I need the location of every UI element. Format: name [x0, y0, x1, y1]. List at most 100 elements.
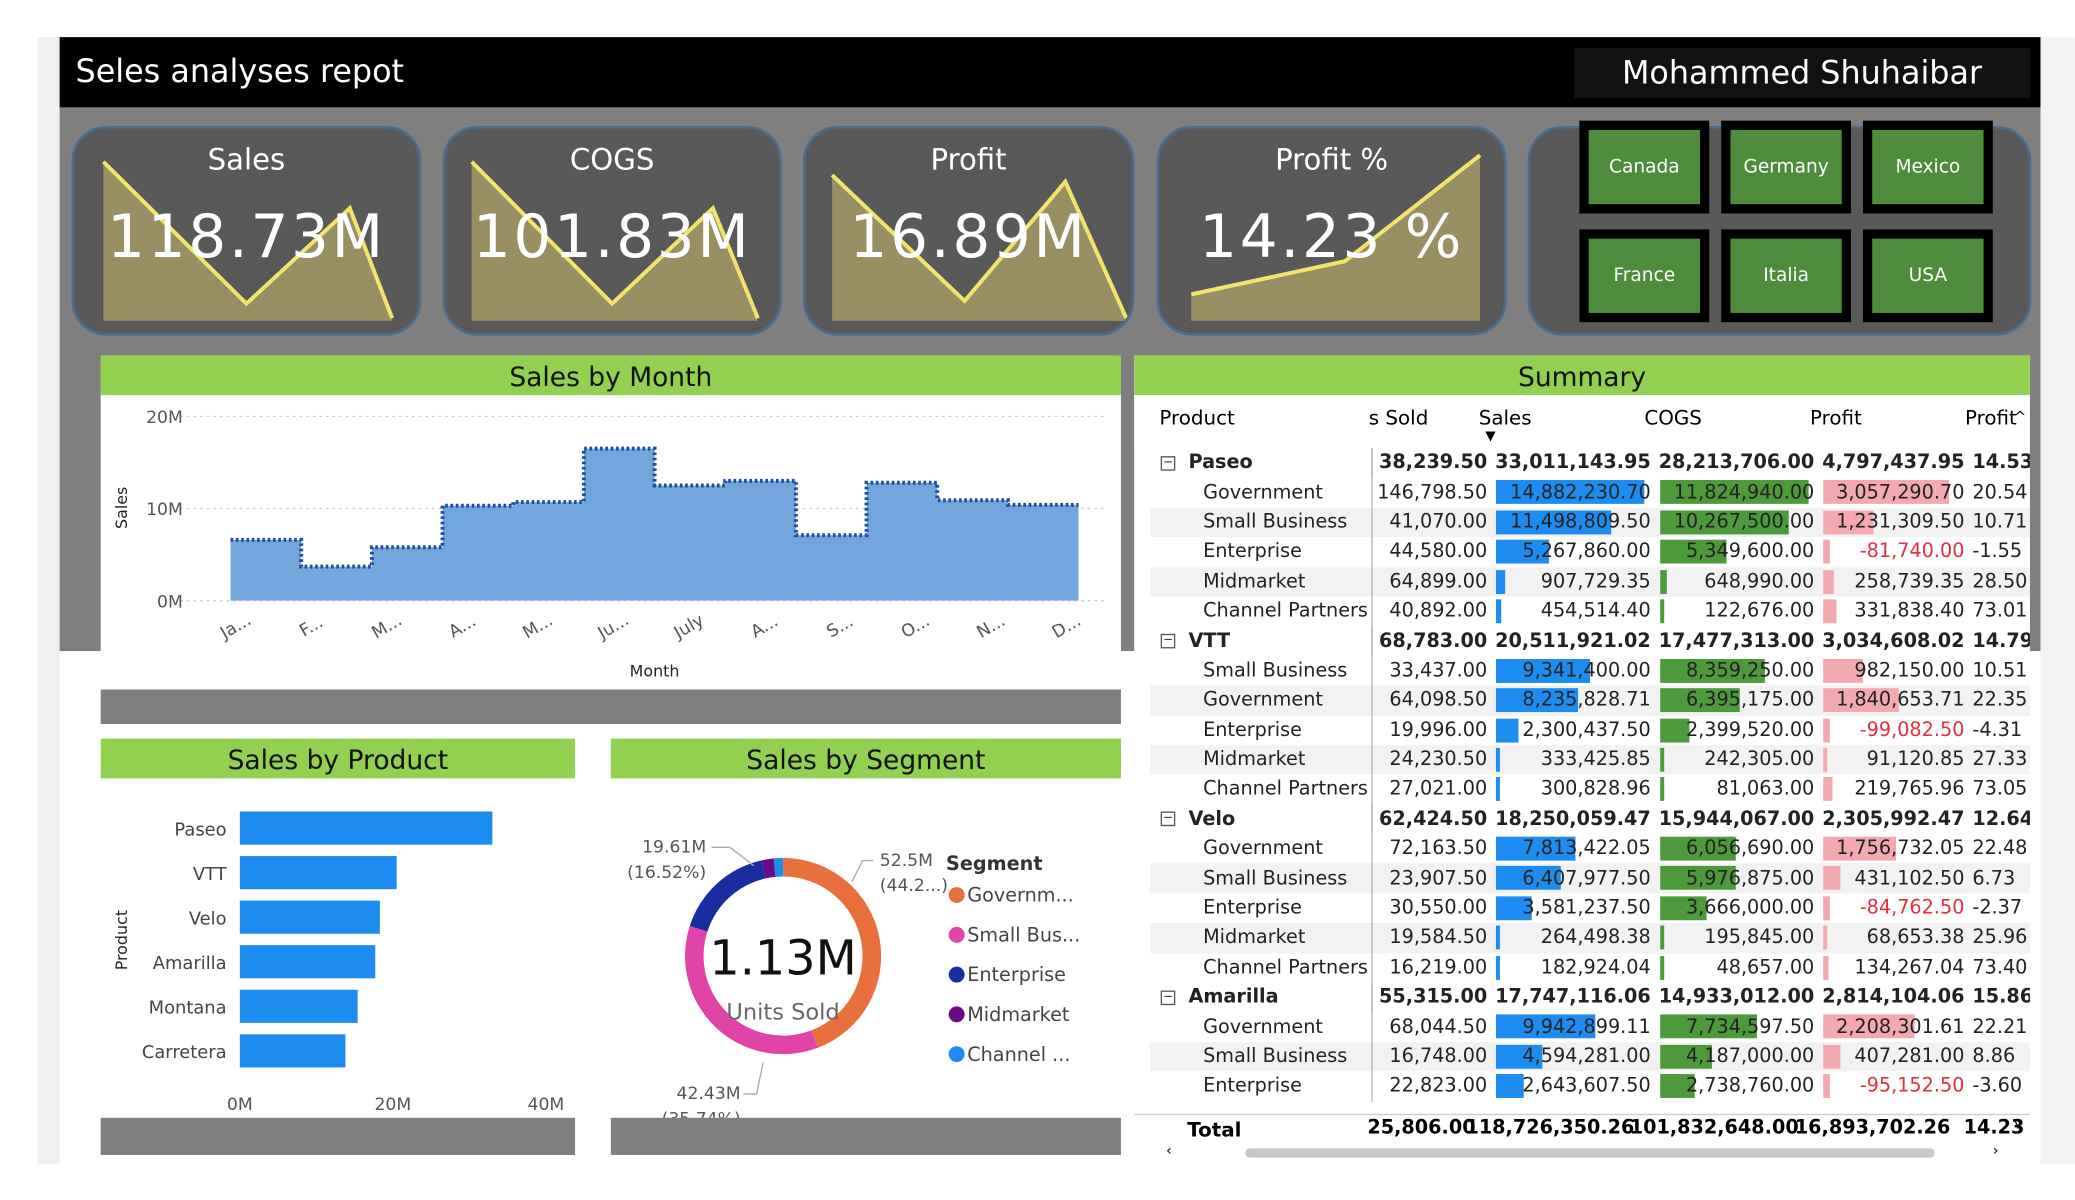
country-button-france[interactable]: France	[1579, 229, 1710, 323]
segment-row[interactable]: Small Business 33,437.00 9,341,400.00 8,359…	[1150, 656, 2030, 686]
segment-row[interactable]: Enterprise 22,823.00 2,643,607.50 2,738,760…	[1150, 1071, 2030, 1102]
units-cell: 38,239.50	[1379, 452, 1488, 474]
country-button-mexico[interactable]: Mexico	[1862, 120, 1993, 214]
profit-cell: 4,797,437.95	[1822, 452, 1965, 474]
profit-cell: 2,208,301.61	[1836, 1016, 1965, 1038]
data-bar	[1823, 599, 1837, 624]
country-label: USA	[1872, 238, 1984, 313]
kpi-card-cogs[interactable]: COGS 101.83M	[442, 125, 782, 336]
segment-row[interactable]: Channel Partners 16,219.00 182,924.04 48,65…	[1150, 952, 2030, 983]
horizontal-scrollbar[interactable]: ‹ ›	[1166, 1142, 2014, 1162]
panel-title: Sales by Segment	[610, 738, 1121, 779]
profit-pct-cell: 22.21	[1972, 1016, 2028, 1038]
row-label: VTT	[1188, 630, 1231, 652]
y-tick-label: 0M	[157, 592, 183, 612]
profit-pct-cell: -3.60	[1972, 1075, 2023, 1098]
collapse-icon[interactable]: −	[1160, 633, 1176, 649]
data-bar	[1660, 747, 1664, 772]
country-button-canada[interactable]: Canada	[1579, 120, 1710, 214]
col-header-sales[interactable]: Sales	[1478, 405, 1532, 430]
col-header-profit-pct[interactable]: Profit	[1964, 405, 2017, 430]
donut-slice	[783, 857, 882, 1048]
segment-row[interactable]: Small Business 23,907.50 6,407,977.50 5,976…	[1150, 863, 2030, 894]
profit-pct-cell: -2.37	[1972, 897, 2023, 919]
collapse-icon[interactable]: −	[1160, 990, 1176, 1005]
segment-row[interactable]: Midmarket 24,230.50 333,425.85 242,305.00 91…	[1150, 745, 2030, 775]
sales-line	[230, 446, 1079, 569]
segment-row[interactable]: Enterprise 19,996.00 2,300,437.50 2,399,520…	[1150, 715, 2030, 746]
panel-title: Sales by Month	[100, 355, 1121, 396]
col-header-cogs[interactable]: COGS	[1644, 405, 1702, 430]
segment-row[interactable]: Enterprise 30,550.00 3,581,237.50 3,666,000…	[1150, 893, 2030, 924]
data-bar	[1496, 718, 1519, 742]
country-button-germany[interactable]: Germany	[1721, 120, 1852, 214]
segment-value-label: 52.5M	[880, 851, 933, 871]
profit-pct-cell: 25.96	[1972, 927, 2028, 949]
col-header-units[interactable]: s Sold	[1368, 405, 1429, 430]
cogs-cell: 6,395,175.00	[1685, 689, 1815, 712]
segment-scrollbar[interactable]	[610, 1117, 1121, 1155]
profit-pct-cell: 73.01	[1972, 600, 2028, 623]
data-bar	[1496, 599, 1501, 624]
collapse-icon[interactable]: −	[1160, 455, 1176, 471]
country-button-usa[interactable]: USA	[1862, 229, 1993, 323]
units-cell: 64,098.50	[1389, 689, 1488, 712]
col-header-product[interactable]: Product	[1159, 405, 1235, 430]
segment-row[interactable]: Government 64,098.50 8,235,828.71 6,395,175…	[1150, 685, 2030, 716]
scroll-right-icon[interactable]: ›	[1992, 1141, 1999, 1159]
sales-sparkline	[101, 160, 395, 321]
data-bar	[1496, 777, 1501, 802]
kpi-card-profit[interactable]: Profit 16.89M	[802, 125, 1135, 336]
segment-row[interactable]: Small Business 41,070.00 11,498,809.50 10,2…	[1150, 507, 2030, 538]
segment-row[interactable]: Government 72,163.50 7,813,422.05 6,056,690…	[1150, 834, 2030, 864]
row-label: Small Business	[1203, 660, 1348, 682]
units-cell: 62,424.50	[1379, 808, 1488, 830]
units-cell: 64,899.00	[1389, 571, 1488, 593]
segment-value-label: 19.61M	[642, 838, 706, 858]
kpi-value: 101.83M	[472, 201, 752, 272]
profit-cell: 2,305,992.47	[1822, 808, 1965, 830]
segment-row[interactable]: Midmarket 64,899.00 907,729.35 648,990.00 25…	[1150, 566, 2030, 597]
row-label: Paseo	[1188, 452, 1253, 474]
data-bar	[1823, 1014, 1915, 1039]
data-bar	[1823, 777, 1833, 802]
sort-desc-icon[interactable]: ▼	[1485, 429, 1496, 445]
segment-row[interactable]: Government 68,044.50 9,942,899.11 7,734,597…	[1150, 1012, 2030, 1042]
profit-sparkline	[830, 173, 1129, 321]
sales-cell: 3,581,237.50	[1522, 897, 1651, 919]
data-bar	[1823, 1074, 1831, 1099]
month-tick-label: July	[670, 610, 708, 643]
data-bar	[1660, 836, 1736, 861]
segment-row[interactable]: Channel Partners 40,892.00 454,514.40 122,6…	[1150, 596, 2030, 627]
product-group-row[interactable]: − Paseo 38,239.50 33,011,143.95 28,213,706.0…	[1150, 448, 2030, 478]
product-group-row[interactable]: − VTT 68,783.00 20,511,921.02 17,477,313.00 3…	[1150, 626, 2030, 657]
product-scrollbar[interactable]	[100, 1117, 576, 1155]
sales-by-month-panel: Sales by Month 20M 10M 0M Ja... F... M... A...…	[100, 355, 1121, 690]
scroll-down-icon[interactable]: v	[2014, 1115, 2023, 1133]
profit-pct-cell: 15.86	[1972, 986, 2030, 1009]
data-bar	[1823, 955, 1829, 980]
col-header-profit[interactable]: Profit	[1809, 405, 1862, 430]
leader-line	[851, 859, 874, 883]
kpi-card-sales[interactable]: Sales 118.73M	[71, 125, 422, 336]
row-label: Midmarket	[1203, 927, 1306, 949]
cogs-cell: 7,734,597.50	[1685, 1016, 1815, 1038]
scroll-left-icon[interactable]: ‹	[1166, 1141, 1172, 1159]
month-scrollbar[interactable]	[100, 689, 1121, 724]
data-bar	[1660, 955, 1664, 980]
scroll-up-icon[interactable]: ^	[2014, 408, 2027, 426]
segment-row[interactable]: Small Business 16,748.00 4,594,281.00 4,187…	[1150, 1041, 2030, 1072]
segment-row[interactable]: Channel Partners 27,021.00 300,828.96 81,06…	[1150, 774, 2030, 805]
scroll-thumb[interactable]	[1245, 1148, 1935, 1158]
segment-row[interactable]: Government 146,798.50 14,882,230.70 11,824,…	[1150, 477, 2030, 508]
segment-row[interactable]: Midmarket 19,584.50 264,498.38 195,845.00 68…	[1150, 923, 2030, 953]
product-group-row[interactable]: − Amarilla 55,315.00 17,747,116.06 14,933,01…	[1150, 982, 2030, 1013]
collapse-icon[interactable]: −	[1160, 812, 1176, 827]
profit-pct-cell: 73.40	[1972, 957, 2028, 979]
segment-row[interactable]: Enterprise 44,580.00 5,267,860.00 5,349,600…	[1150, 537, 2030, 567]
kpi-card-profit-pct[interactable]: Profit % 14.23 %	[1156, 125, 1507, 336]
total-sales: 118,726,350.26	[1465, 1117, 1635, 1140]
product-group-row[interactable]: − Velo 62,424.50 18,250,059.47 15,944,067.00…	[1150, 804, 2030, 835]
country-button-italia[interactable]: Italia	[1721, 229, 1852, 323]
profit-pct-cell: 8.86	[1972, 1046, 2016, 1068]
